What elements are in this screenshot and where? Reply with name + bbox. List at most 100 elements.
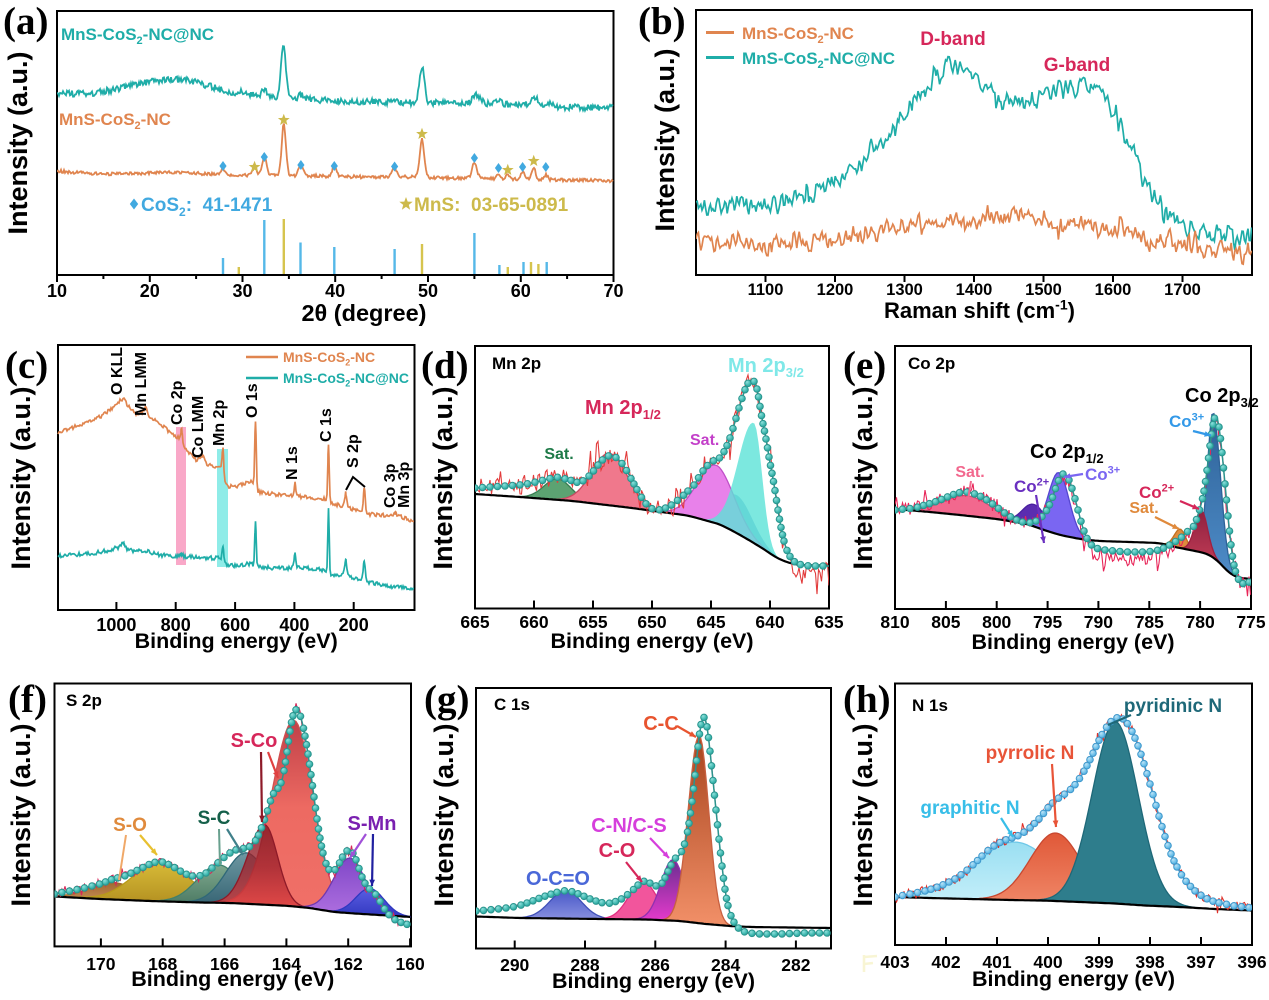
svg-text:400: 400 [279, 615, 309, 635]
svg-text:2θ (degree): 2θ (degree) [301, 300, 426, 326]
svg-text:775: 775 [1236, 612, 1265, 632]
svg-text:MnS: 03-65-0891: MnS: 03-65-0891 [414, 195, 569, 216]
svg-text:Mn 3p: Mn 3p [396, 462, 413, 508]
svg-text:MnS-CoS2-NC: MnS-CoS2-NC [742, 24, 854, 46]
svg-text:(f): (f) [8, 678, 47, 721]
svg-text:Mn 2p3/2: Mn 2p3/2 [728, 355, 804, 380]
svg-text:40: 40 [325, 281, 345, 301]
svg-text:10: 10 [47, 281, 67, 301]
svg-text:MnS-CoS2-NC@NC: MnS-CoS2-NC@NC [61, 25, 214, 47]
svg-text:160: 160 [395, 954, 424, 974]
svg-text:162: 162 [334, 954, 363, 974]
svg-text:Binding energy (eV): Binding energy (eV) [972, 967, 1175, 991]
svg-text:286: 286 [641, 955, 670, 975]
svg-text:810: 810 [880, 612, 909, 632]
svg-text:MnS-CoS2-NC@NC: MnS-CoS2-NC@NC [283, 370, 409, 389]
svg-text:(g): (g) [424, 678, 469, 721]
svg-text:pyrrolic N: pyrrolic N [986, 743, 1075, 764]
svg-text:650: 650 [637, 612, 666, 632]
svg-text:MnS-CoS2-NC: MnS-CoS2-NC [59, 110, 171, 132]
svg-text:635: 635 [814, 612, 843, 632]
svg-text:1400: 1400 [956, 281, 993, 299]
svg-text:800: 800 [161, 615, 191, 635]
svg-text:Binding energy (eV): Binding energy (eV) [131, 967, 334, 991]
svg-text:(h): (h) [843, 678, 891, 721]
svg-text:(c): (c) [5, 344, 48, 387]
svg-text:Mn 2p1/2: Mn 2p1/2 [585, 397, 661, 422]
svg-text:(d): (d) [421, 344, 469, 387]
svg-text:Sat.: Sat. [690, 432, 719, 449]
svg-text:1200: 1200 [817, 281, 854, 299]
svg-text:G-band: G-band [1044, 55, 1111, 76]
svg-text:200: 200 [339, 615, 369, 635]
svg-text:1000: 1000 [96, 615, 136, 635]
svg-text:Co 2p: Co 2p [908, 354, 955, 373]
svg-text:Intensity (a.u.): Intensity (a.u.) [3, 51, 33, 234]
svg-text:Sat.: Sat. [955, 464, 984, 481]
svg-text:Mn 2p: Mn 2p [211, 400, 228, 446]
svg-text:50: 50 [418, 281, 438, 301]
svg-text:Binding energy (eV): Binding energy (eV) [971, 630, 1174, 654]
svg-text:Co 3p: Co 3p [382, 463, 399, 508]
svg-text:655: 655 [578, 612, 607, 632]
svg-text:800: 800 [982, 612, 1011, 632]
svg-text:Intensity (a.u.): Intensity (a.u.) [848, 386, 878, 569]
svg-text:(b): (b) [638, 0, 686, 43]
svg-text:1300: 1300 [886, 281, 923, 299]
svg-text:1100: 1100 [748, 281, 784, 299]
svg-text:396: 396 [1237, 952, 1266, 972]
svg-text:288: 288 [570, 955, 599, 975]
svg-text:S-O: S-O [113, 815, 147, 836]
svg-text:S-Mn: S-Mn [348, 813, 397, 835]
svg-text:Raman shift (cm-1): Raman shift (cm-1) [884, 297, 1075, 323]
svg-text:Co 2p1/2: Co 2p1/2 [1030, 441, 1104, 466]
svg-text:Binding energy (eV): Binding energy (eV) [552, 969, 755, 993]
svg-text:S 2p: S 2p [345, 434, 362, 468]
svg-text:MnS-CoS2-NC@NC: MnS-CoS2-NC@NC [742, 49, 895, 71]
svg-text:D-band: D-band [920, 29, 985, 50]
svg-text:Co3+: Co3+ [1085, 465, 1120, 485]
svg-text:pyridinic N: pyridinic N [1124, 696, 1222, 717]
svg-text:Intensity (a.u.): Intensity (a.u.) [6, 723, 36, 906]
svg-text:282: 282 [781, 955, 810, 975]
svg-text:780: 780 [1185, 612, 1214, 632]
svg-text:645: 645 [696, 612, 725, 632]
svg-text:640: 640 [755, 612, 784, 632]
svg-text:403: 403 [880, 952, 909, 972]
svg-text:Sat.: Sat. [1129, 500, 1158, 517]
svg-text:402: 402 [931, 952, 960, 972]
svg-text:C 1s: C 1s [318, 408, 335, 442]
svg-text:Co3+: Co3+ [1169, 412, 1204, 432]
svg-text:164: 164 [272, 954, 301, 974]
svg-text:N 1s: N 1s [284, 446, 301, 480]
svg-text:Intensity (a.u.): Intensity (a.u.) [848, 723, 878, 906]
svg-text:805: 805 [931, 612, 960, 632]
svg-text:Intensity (a.u.): Intensity (a.u.) [429, 723, 459, 906]
svg-text:1500: 1500 [1025, 281, 1062, 299]
svg-text:Co2+: Co2+ [1014, 477, 1049, 497]
svg-text:S-Co: S-Co [231, 730, 278, 752]
svg-text:Mn 2p: Mn 2p [492, 354, 541, 373]
svg-text:Intensity (a.u.): Intensity (a.u.) [6, 386, 36, 569]
svg-text:168: 168 [148, 954, 177, 974]
svg-text:70: 70 [603, 281, 623, 301]
svg-text:C-O: C-O [599, 840, 636, 862]
svg-text:O KLL: O KLL [109, 347, 126, 395]
svg-text:(a): (a) [3, 0, 48, 43]
svg-text:665: 665 [460, 612, 489, 632]
svg-text:170: 170 [86, 954, 115, 974]
svg-text:398: 398 [1135, 952, 1164, 972]
svg-text:Co LMM: Co LMM [190, 396, 207, 458]
svg-text:284: 284 [711, 955, 740, 975]
svg-text:401: 401 [982, 952, 1011, 972]
svg-text:60: 60 [511, 281, 531, 301]
svg-text:(e): (e) [843, 344, 886, 387]
svg-text:C-C: C-C [643, 713, 679, 735]
svg-text:400: 400 [1033, 952, 1062, 972]
svg-text:N 1s: N 1s [912, 696, 948, 715]
svg-text:166: 166 [210, 954, 239, 974]
svg-text:S-C: S-C [198, 808, 231, 829]
svg-text:MnS-CoS2-NC: MnS-CoS2-NC [283, 349, 375, 368]
svg-text:Binding energy (eV): Binding energy (eV) [550, 629, 753, 653]
svg-text:Mn LMM: Mn LMM [133, 352, 150, 416]
